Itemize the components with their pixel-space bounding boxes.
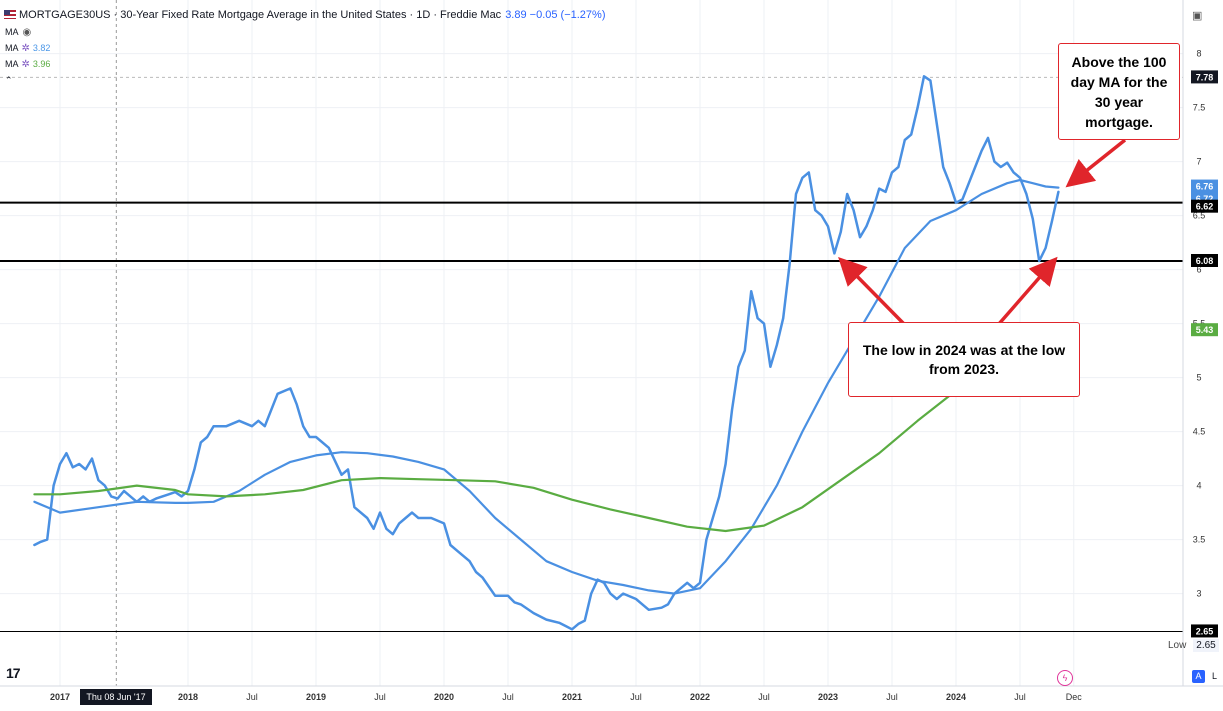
- x-tick-label: 2021: [562, 692, 582, 702]
- annotation-arrow: [1065, 138, 1127, 188]
- price-label-bg: [1191, 254, 1218, 267]
- horizontal-levels: [0, 201, 1183, 632]
- annotation-ma: Above the 100 day MA for the 30 year mor…: [1058, 43, 1180, 140]
- chart-title-bar[interactable]: MORTGAGE30US · 30-Year Fixed Rate Mortga…: [4, 9, 605, 21]
- crosshair-date: Thu 08 Jun '17: [80, 689, 152, 705]
- indicator-value: 3.96: [32, 59, 51, 69]
- x-tick-label: Jul: [502, 692, 514, 702]
- x-tick-label: Jul: [246, 692, 258, 702]
- price-label: 6.08: [1196, 256, 1214, 266]
- price-label-bg: [1191, 323, 1218, 337]
- y-tick-label: 5: [1196, 373, 1201, 383]
- lightning-icon[interactable]: ϟ: [1057, 670, 1073, 686]
- series-lines: [33, 75, 1060, 631]
- x-tick-label: 2024: [946, 692, 966, 702]
- price-label-bg: [1191, 179, 1218, 193]
- price-label-bg: [1191, 199, 1218, 213]
- indicator-row[interactable]: MA ✲ 3.96: [5, 59, 50, 70]
- price-label: 2.65: [1196, 626, 1214, 636]
- y-tick-label: 3: [1196, 589, 1201, 599]
- x-tick-label: 2022: [690, 692, 710, 702]
- annotation-low-text: The low in 2024 was at the low from 2023…: [862, 341, 1066, 377]
- chevron-up-icon: ⌃: [5, 75, 13, 85]
- x-axis: 2017 2018 Jul 2019 Jul 2020 Jul 2021 Jul 2022 Jul 2…: [50, 692, 1082, 702]
- annotation-arrow: [996, 256, 1058, 327]
- ma-series-line: [33, 330, 1060, 533]
- y-tick-label: 4.5: [1193, 427, 1206, 437]
- annotation-low: The low in 2024 was at the low from 2023…: [848, 322, 1080, 397]
- auto-scale-button[interactable]: A: [1192, 670, 1205, 683]
- settings-icon[interactable]: ✲: [21, 59, 30, 70]
- chart-title: MORTGAGE30US · 30-Year Fixed Rate Mortga…: [19, 9, 502, 21]
- price-label: 6.76: [1196, 182, 1214, 192]
- eye-icon[interactable]: ◉: [22, 27, 32, 38]
- price-label: 6.62: [1196, 202, 1214, 212]
- x-tick-label: 2023: [818, 692, 838, 702]
- x-tick-label: Jul: [630, 692, 642, 702]
- ma-series-line: [33, 178, 1060, 595]
- chart-grid: [0, 0, 1183, 686]
- us-flag-icon: [4, 10, 16, 19]
- x-tick-label: Dec: [1066, 692, 1083, 702]
- x-tick-label: 2019: [306, 692, 326, 702]
- annotation-ma-text: Above the 100 day MA for the 30 year mor…: [1070, 53, 1168, 130]
- indicator-row[interactable]: MA ◉: [5, 27, 31, 38]
- x-tick-label: 2020: [434, 692, 454, 702]
- y-tick-label: 3.5: [1193, 535, 1206, 545]
- x-tick-label: 2017: [50, 692, 70, 702]
- indicator-value: 3.82: [32, 43, 51, 53]
- price-label: 5.43: [1196, 325, 1214, 335]
- last-value: 3.89 −0.05 (−1.27%): [505, 9, 606, 21]
- settings-icon[interactable]: ✲: [21, 43, 30, 54]
- x-tick-label: Jul: [1014, 692, 1026, 702]
- price-label-bg: [1191, 624, 1218, 638]
- y-tick-label: 7: [1196, 157, 1201, 167]
- log-scale-button[interactable]: L: [1211, 671, 1217, 681]
- price-labels: 7.78 6.76 6.726.62 6.08 5.43 2.65: [1191, 70, 1218, 638]
- y-tick-label: 7.5: [1193, 103, 1206, 113]
- annotation-arrows: [838, 138, 1127, 327]
- y-tick-label: 4: [1196, 481, 1201, 491]
- snapshot-icon[interactable]: ▣: [1192, 10, 1203, 22]
- low-label: Low: [1168, 640, 1187, 651]
- annotation-arrow: [838, 257, 907, 327]
- price-label-bg: [1191, 70, 1218, 84]
- indicator-label: MA: [5, 43, 19, 53]
- x-tick-label: Jul: [758, 692, 770, 702]
- indicator-row[interactable]: MA ✲ 3.82: [5, 43, 50, 54]
- collapse-button[interactable]: ⌃: [5, 75, 13, 86]
- y-tick-label: 8: [1196, 49, 1201, 59]
- tradingview-logo[interactable]: 17: [6, 665, 21, 681]
- y-tick-label: 6: [1196, 265, 1201, 275]
- x-tick-label: 2018: [178, 692, 198, 702]
- x-tick-label: Jul: [374, 692, 386, 702]
- price-label: 6.72: [1196, 194, 1214, 204]
- x-tick-label: Jul: [886, 692, 898, 702]
- indicator-label: MA: [5, 59, 19, 69]
- low-value: 2.65: [1193, 639, 1219, 652]
- y-tick-label: 6.5: [1193, 211, 1206, 221]
- price-label: 7.78: [1196, 72, 1214, 82]
- indicator-label: MA: [5, 27, 19, 37]
